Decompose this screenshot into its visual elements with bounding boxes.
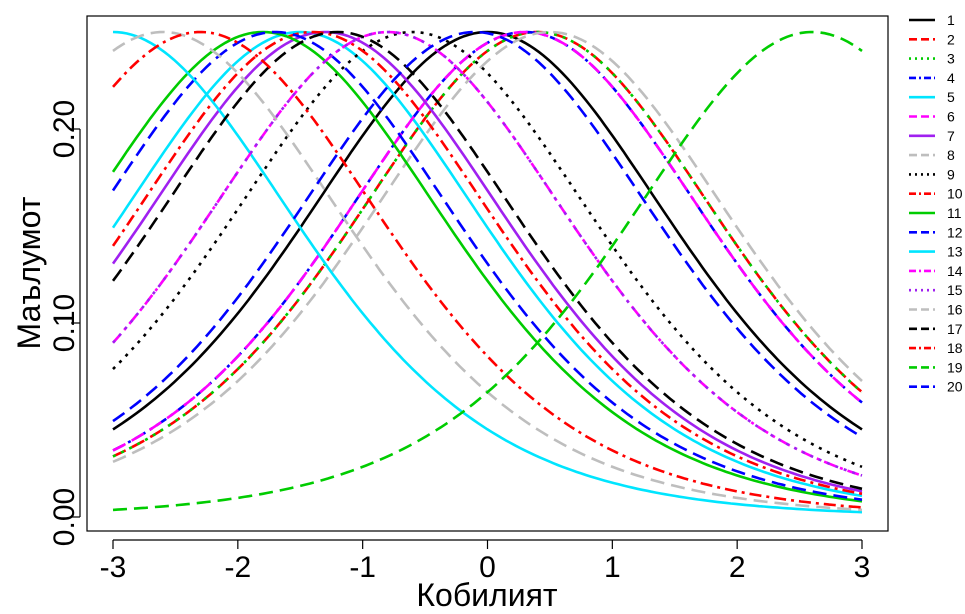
y-tick-label: 0.20	[48, 100, 81, 158]
series-line-17	[111, 30, 863, 491]
series-line-19	[112, 30, 863, 512]
x-tick-label: -1	[349, 551, 376, 584]
legend-item-17: 17	[909, 321, 963, 337]
legend-label: 12	[947, 224, 963, 240]
legend-label: 2	[947, 31, 955, 47]
series-line-7	[111, 30, 863, 493]
series-line-4	[112, 30, 863, 452]
legend-label: 4	[947, 70, 955, 86]
plot-frame	[86, 15, 889, 532]
legend-item-4: 4	[909, 70, 955, 86]
legend-label: 19	[947, 359, 963, 375]
legend-label: 7	[947, 128, 955, 144]
legend-label: 8	[947, 147, 955, 163]
y-tick-label: 0.10	[48, 294, 81, 352]
legend-item-3: 3	[909, 51, 955, 67]
y-tick-label: 0.00	[48, 488, 81, 546]
legend-item-8: 8	[909, 147, 955, 163]
series-line-12	[111, 30, 863, 501]
legend-label: 3	[947, 51, 955, 67]
legend-label: 17	[947, 321, 963, 337]
y-axis: 0.00 0.10 0.20	[48, 100, 81, 546]
legend-item-5: 5	[909, 89, 955, 105]
x-tick-label: 3	[854, 551, 871, 584]
legend-label: 16	[947, 302, 963, 318]
legend-item-14: 14	[909, 263, 963, 279]
series-line-6	[112, 30, 863, 452]
legend-item-6: 6	[909, 109, 955, 125]
legend-label: 20	[947, 379, 963, 395]
x-tick-label: 1	[604, 551, 621, 584]
x-tick-label: 2	[729, 551, 746, 584]
legend-label: 14	[947, 263, 963, 279]
legend-item-15: 15	[909, 282, 963, 298]
series-line-10	[111, 30, 863, 496]
legend-label: 9	[947, 166, 955, 182]
y-axis-title: Маълумот	[11, 196, 47, 349]
legend-label: 10	[947, 186, 963, 202]
series-line-20	[112, 30, 863, 439]
legend-item-20: 20	[909, 379, 963, 395]
legend-label: 18	[947, 340, 963, 356]
legend-item-11: 11	[909, 205, 962, 221]
legend-label: 6	[947, 109, 955, 125]
series-line-5	[111, 30, 863, 498]
legend-label: 5	[947, 89, 955, 105]
legend-item-7: 7	[909, 128, 955, 144]
legend-label: 11	[947, 205, 962, 221]
x-tick-label: -2	[224, 551, 251, 584]
x-tick-label: -3	[100, 551, 127, 584]
series-line-9	[112, 30, 863, 469]
legend-label: 15	[947, 282, 963, 298]
x-axis: -3 -2 -1 0 1 2 3	[100, 539, 871, 584]
legend-item-9: 9	[909, 166, 955, 182]
legend-item-1: 1	[909, 12, 955, 28]
series-line-3	[112, 30, 863, 458]
legend-item-16: 16	[909, 302, 963, 318]
legend-item-13: 13	[909, 244, 963, 260]
series-curves	[111, 30, 863, 514]
x-axis-title: Кобилият	[416, 577, 558, 613]
series-line-8	[112, 30, 863, 463]
legend-label: 1	[947, 12, 955, 28]
legend-item-12: 12	[909, 224, 963, 240]
legend-item-19: 19	[909, 359, 963, 375]
series-line-14	[112, 30, 863, 477]
x-tick-label: 0	[479, 551, 496, 584]
legend-item-18: 18	[909, 340, 963, 356]
legend-item-2: 2	[909, 31, 955, 47]
series-line-11	[111, 30, 863, 503]
legend-item-10: 10	[909, 186, 963, 202]
series-line-15	[112, 30, 863, 477]
legend-label: 13	[947, 244, 963, 260]
series-line-13	[112, 30, 863, 514]
